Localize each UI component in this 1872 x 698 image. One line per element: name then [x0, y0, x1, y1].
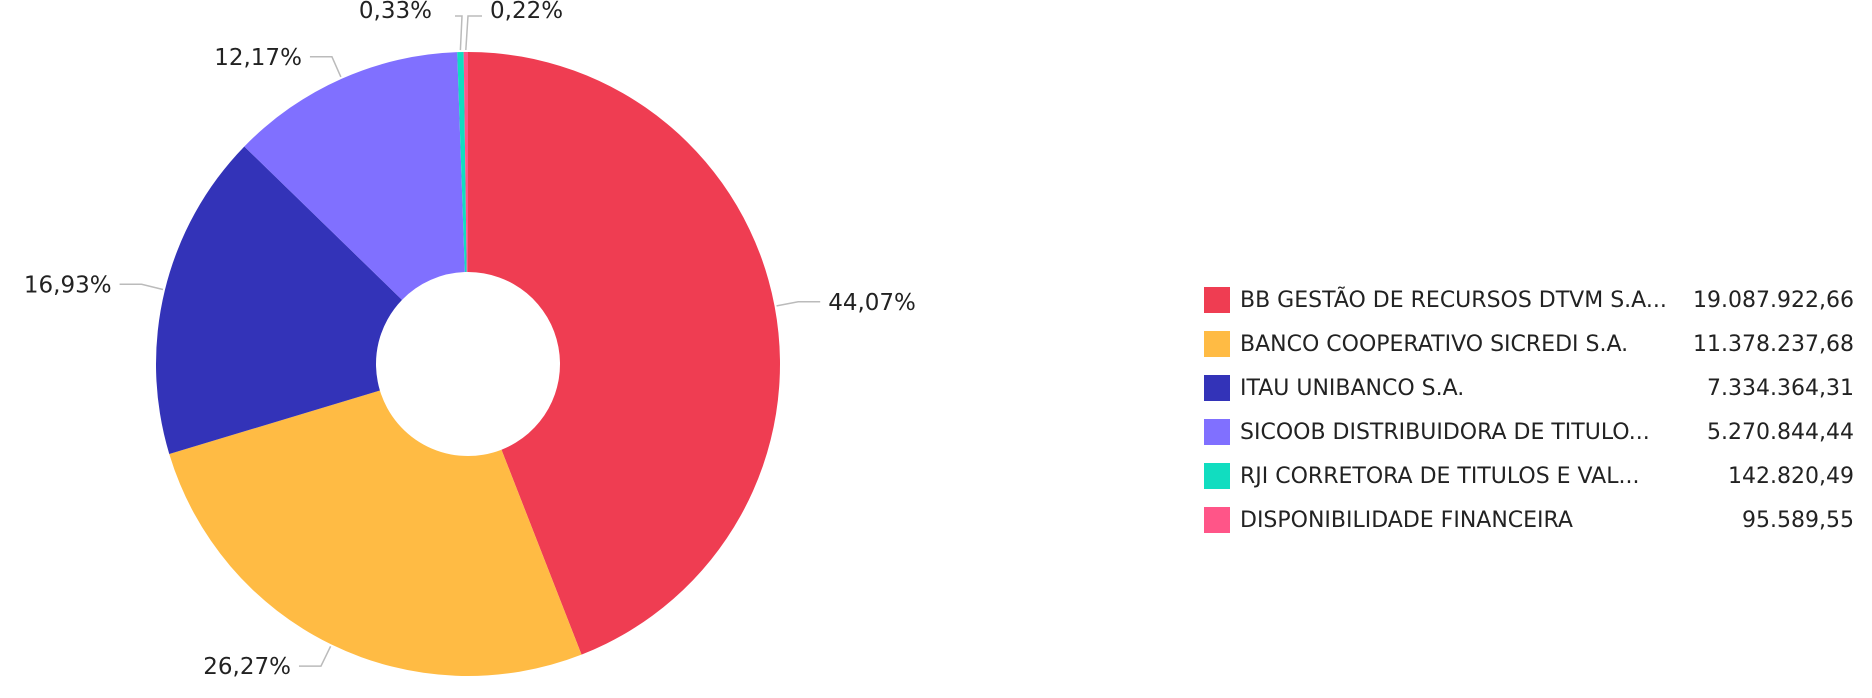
percent-label: 16,93% [24, 272, 112, 298]
donut-slice[interactable] [244, 52, 465, 300]
leader-line [776, 301, 821, 307]
donut-chart: 44,07% 26,27% 16,93% 12,17% 0,33% 0,22% [24, 0, 916, 680]
legend-item[interactable]: SICOOB DISTRIBUIDORA DE TITULO... 5.270.… [1204, 410, 1854, 454]
percent-label: 26,27% [203, 654, 291, 680]
legend-value: 5.270.844,44 [1707, 419, 1854, 445]
legend-value: 7.334.364,31 [1707, 375, 1854, 401]
legend-value: 95.589,55 [1742, 507, 1854, 533]
legend-value: 11.378.237,68 [1693, 331, 1854, 357]
donut-slices [156, 52, 781, 677]
legend-item[interactable]: RJI CORRETORA DE TITULOS E VAL... 142.82… [1204, 454, 1854, 498]
donut-slice[interactable] [457, 52, 467, 273]
legend-label: RJI CORRETORA DE TITULOS E VAL... [1240, 463, 1640, 489]
legend-swatch [1204, 419, 1230, 445]
donut-slice[interactable] [468, 52, 781, 655]
donut-slice[interactable] [169, 390, 582, 677]
percent-label: 0,33% [359, 0, 432, 24]
legend-item[interactable]: BB GESTÃO DE RECURSOS DTVM S.A... 19.087… [1204, 278, 1854, 322]
leader-line [455, 15, 463, 51]
legend-swatch [1204, 463, 1230, 489]
legend-value: 142.820,49 [1728, 463, 1854, 489]
leader-line [298, 646, 332, 667]
legend-swatch [1204, 507, 1230, 533]
legend-swatch [1204, 287, 1230, 313]
leader-line [465, 15, 482, 51]
legend-value: 19.087.922,66 [1693, 287, 1854, 313]
percent-label: 44,07% [828, 290, 916, 316]
legend: BB GESTÃO DE RECURSOS DTVM S.A... 19.087… [1204, 278, 1854, 542]
donut-slice[interactable] [463, 52, 468, 273]
legend-item[interactable]: ITAU UNIBANCO S.A. 7.334.364,31 [1204, 366, 1854, 410]
legend-item[interactable]: DISPONIBILIDADE FINANCEIRA 95.589,55 [1204, 498, 1854, 542]
legend-label: BANCO COOPERATIVO SICREDI S.A. [1240, 331, 1629, 357]
leader-line [309, 56, 342, 78]
legend-item[interactable]: BANCO COOPERATIVO SICREDI S.A. 11.378.23… [1204, 322, 1854, 366]
legend-swatch [1204, 375, 1230, 401]
percent-label: 12,17% [214, 45, 302, 71]
legend-label: DISPONIBILIDADE FINANCEIRA [1240, 507, 1573, 533]
percent-label: 0,22% [490, 0, 563, 24]
leader-line [119, 283, 164, 291]
legend-label: ITAU UNIBANCO S.A. [1240, 375, 1465, 401]
donut-slice[interactable] [156, 146, 403, 454]
percent-labels: 44,07% 26,27% 16,93% 12,17% 0,33% 0,22% [24, 0, 916, 680]
legend-label: BB GESTÃO DE RECURSOS DTVM S.A... [1240, 287, 1667, 313]
legend-label: SICOOB DISTRIBUIDORA DE TITULO... [1240, 419, 1650, 445]
label-leader-lines [119, 15, 821, 667]
legend-swatch [1204, 331, 1230, 357]
